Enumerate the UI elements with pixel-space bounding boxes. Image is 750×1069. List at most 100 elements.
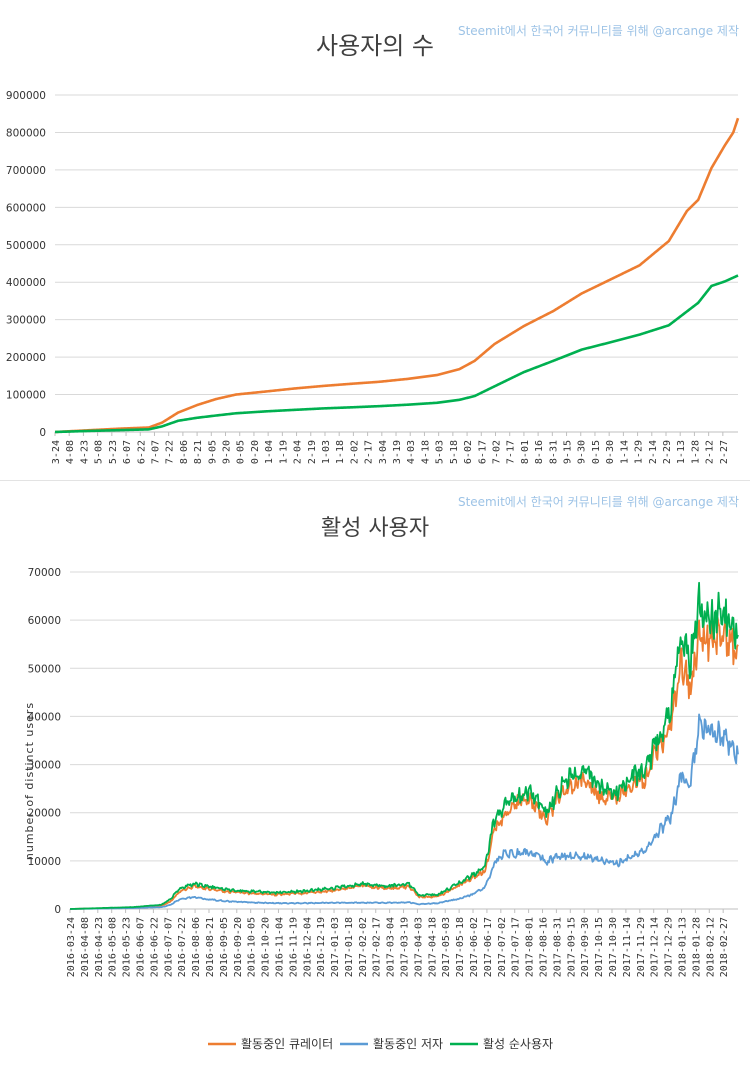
x-tick-label: 2017-03-19 xyxy=(400,917,411,977)
x-tick-label: 4-18 xyxy=(420,440,431,464)
x-tick-label: 2017-02-17 xyxy=(372,917,383,977)
x-tick-label: 2016-04-23 xyxy=(94,917,105,977)
x-tick-label: 7-02 xyxy=(491,440,502,464)
legend-label: 활성 순사용자 xyxy=(483,1037,553,1051)
x-tick-label: 2-29 xyxy=(662,440,673,464)
y-tick-label: 400000 xyxy=(6,277,46,289)
x-tick-label: 2016-10-05 xyxy=(247,917,258,977)
x-tick-label: 9-05 xyxy=(207,440,218,464)
x-tick-label: 2-04 xyxy=(293,440,304,464)
x-tick-label: 2017-06-17 xyxy=(483,917,494,977)
x-tick-label: 2017-11-29 xyxy=(636,917,647,977)
y-tick-label: 800000 xyxy=(6,127,46,139)
legend-label: 활동중인 큐레이터 xyxy=(241,1037,333,1051)
x-tick-label: 6-07 xyxy=(122,440,133,464)
y-tick-label: 100000 xyxy=(6,390,46,402)
x-tick-label: 6-22 xyxy=(136,440,147,464)
x-tick-label: 5-08 xyxy=(94,440,105,464)
x-tick-label: 3-19 xyxy=(392,440,403,464)
x-tick-label: 9-15 xyxy=(563,440,574,464)
y-tick-label: 30000 xyxy=(28,760,61,772)
series-line xyxy=(69,713,739,910)
x-tick-label: 2016-11-04 xyxy=(274,917,285,977)
x-tick-label: 2017-01-03 xyxy=(330,917,341,977)
x-tick-label: 2017-04-03 xyxy=(413,917,424,977)
y-axis-label: number of distinct users xyxy=(23,702,36,860)
y-tick-label: 20000 xyxy=(28,808,61,820)
x-tick-label: 2017-04-18 xyxy=(427,917,438,977)
x-tick-label: 5-18 xyxy=(449,440,460,464)
x-tick-label: 2018-02-27 xyxy=(719,917,730,977)
y-tick-label: 0 xyxy=(54,904,61,916)
x-tick-label: 2017-10-30 xyxy=(608,917,619,977)
x-tick-label: 2017-12-14 xyxy=(650,917,661,977)
x-tick-label: 6-17 xyxy=(477,440,488,464)
x-tick-label: 2-14 xyxy=(648,440,659,464)
x-tick-label: 2018-01-28 xyxy=(691,917,702,977)
x-tick-label: 0-05 xyxy=(236,440,247,464)
credit-text: Steemit에서 한국어 커뮤니티를 위해 @arcange 제작 xyxy=(458,24,739,38)
x-tick-label: 2-19 xyxy=(307,440,318,464)
y-tick-label: 0 xyxy=(39,427,46,439)
x-tick-label: 4-23 xyxy=(79,440,90,464)
y-tick-label: 700000 xyxy=(6,165,46,177)
x-tick-label: 2017-10-15 xyxy=(594,917,605,977)
x-tick-label: 2017-12-29 xyxy=(664,917,675,977)
series-line xyxy=(69,616,739,910)
x-tick-label: 2017-09-30 xyxy=(580,917,591,977)
x-tick-label: 2017-09-15 xyxy=(566,917,577,977)
x-tick-label: 1-18 xyxy=(335,440,346,464)
total-users-chart-panel: 사용자의 수 Steemit에서 한국어 커뮤니티를 위해 @arcange 제… xyxy=(0,0,750,480)
x-tick-label: 2017-08-31 xyxy=(552,917,563,977)
active-users-chart: Steemit에서 한국어 커뮤니티를 위해 @arcange 제작 활성 사용… xyxy=(23,495,739,1051)
chart-title: 활성 사용자 xyxy=(321,516,429,541)
x-tick-label: 0-30 xyxy=(605,440,616,464)
y-tick-label: 200000 xyxy=(6,352,46,364)
x-tick-label: 5-03 xyxy=(435,440,446,464)
x-tick-label: 1-28 xyxy=(690,440,701,464)
x-tick-label: 2017-01-18 xyxy=(344,917,355,977)
x-tick-label: 2016-06-07 xyxy=(135,917,146,977)
x-tick-label: 2016-12-19 xyxy=(316,917,327,977)
x-tick-label: 0-20 xyxy=(250,440,261,464)
y-tick-label: 40000 xyxy=(28,711,61,723)
x-tick-label: 2-17 xyxy=(364,440,375,464)
x-tick-label: 5-23 xyxy=(108,440,119,464)
x-tick-label: 2016-09-05 xyxy=(219,917,230,977)
x-tick-label: 2017-05-18 xyxy=(455,917,466,977)
x-tick-label: 2-02 xyxy=(349,440,360,464)
x-tick-label: 1-03 xyxy=(321,440,332,464)
x-tick-label: 2016-07-07 xyxy=(163,917,174,977)
x-tick-label: 8-06 xyxy=(179,440,190,464)
y-tick-label: 600000 xyxy=(6,202,46,214)
x-tick-label: 4-08 xyxy=(65,440,76,464)
x-tick-label: 1-14 xyxy=(619,440,630,464)
x-tick-label: 8-01 xyxy=(520,440,531,464)
y-tick-label: 50000 xyxy=(28,663,61,675)
x-tick-label: 2016-08-06 xyxy=(191,917,202,977)
x-tick-label: 2017-07-02 xyxy=(497,917,508,977)
y-tick-label: 500000 xyxy=(6,240,46,252)
x-tick-label: 2017-05-03 xyxy=(441,917,452,977)
credit-text: Steemit에서 한국어 커뮤니티를 위해 @arcange 제작 xyxy=(458,495,739,509)
x-tick-label: 4-03 xyxy=(406,440,417,464)
y-tick-label: 10000 xyxy=(28,856,61,868)
x-tick-label: 2-27 xyxy=(719,440,730,464)
series-line xyxy=(54,274,739,434)
x-tick-label: 2017-07-17 xyxy=(511,917,522,977)
x-tick-label: 2016-06-22 xyxy=(149,917,160,977)
x-tick-label: 2016-08-21 xyxy=(205,917,216,977)
x-tick-label: 9-30 xyxy=(577,440,588,464)
x-tick-label: 2018-01-13 xyxy=(677,917,688,977)
y-tick-label: 300000 xyxy=(6,315,46,327)
x-tick-label: 7-07 xyxy=(150,440,161,464)
x-tick-label: 8-16 xyxy=(534,440,545,464)
x-tick-label: 1-13 xyxy=(676,440,687,464)
x-tick-label: 2017-02-02 xyxy=(358,917,369,977)
legend-label: 활동중인 저자 xyxy=(373,1037,443,1051)
x-tick-label: 9-20 xyxy=(222,440,233,464)
x-tick-label: 2016-05-23 xyxy=(122,917,133,977)
series-line xyxy=(54,117,740,434)
x-tick-label: 7-22 xyxy=(165,440,176,464)
y-tick-label: 70000 xyxy=(28,567,61,579)
